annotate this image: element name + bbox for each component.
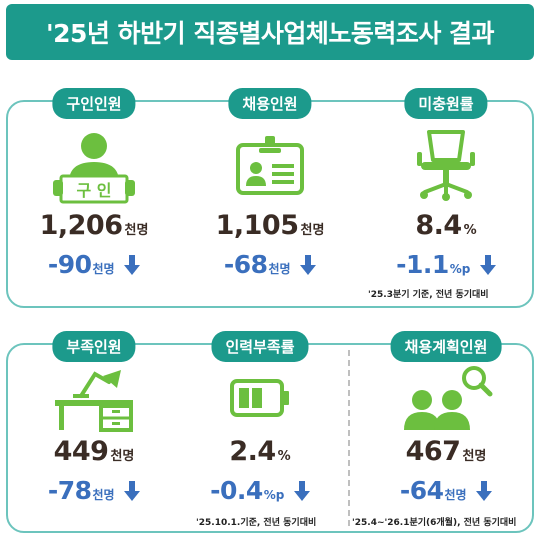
down-arrow-icon [293, 481, 310, 501]
metric-change: -0.4%p [172, 476, 348, 505]
metric-label: 채용인원 [228, 88, 312, 119]
metric-value: 2.4% [229, 436, 291, 467]
desk-lamp-icon [6, 366, 182, 432]
metric-label: 채용계획인원 [390, 331, 502, 362]
metric-value: 1,206 천명 [39, 210, 149, 241]
metric-change: -68천명 [182, 250, 358, 279]
down-arrow-icon [479, 255, 496, 275]
sign-text: 구 인 [76, 181, 111, 200]
footnote: '25.3분기 기준, 전년 동기대비 [368, 290, 489, 300]
footnote: '25.4~'26.1분기(6개월), 전년 동기대비 [352, 518, 517, 528]
metric-change: -1.1%p [358, 250, 534, 279]
metric-change: -90천명 [6, 250, 182, 279]
metric-label: 구인인원 [52, 88, 136, 119]
metric-label: 인력부족률 [211, 331, 309, 362]
id-badge-icon [182, 136, 358, 198]
metric-change: -78천명 [6, 476, 182, 505]
empty-chair-icon [358, 128, 534, 202]
job-seeker-icon: 구 인 [6, 130, 182, 205]
down-arrow-icon [300, 255, 317, 275]
dashed-divider [348, 350, 350, 526]
metric-value: 8.4% [415, 210, 477, 241]
metric-value: 449 천명 [53, 436, 135, 467]
people-search-icon [358, 364, 534, 432]
down-arrow-icon [476, 481, 493, 501]
down-arrow-icon [124, 255, 141, 275]
metric-label: 미충원률 [404, 88, 488, 119]
down-arrow-icon [124, 481, 141, 501]
metric-value: 467 천명 [405, 436, 487, 467]
metric-change: -64천명 [358, 476, 534, 505]
footnote: '25.10.1.기준, 전년 동기대비 [196, 518, 317, 528]
battery-low-icon [172, 378, 348, 418]
page-title: '25년 하반기 직종별사업체노동력조사 결과 [6, 4, 534, 60]
metric-value: 1,105 천명 [215, 210, 325, 241]
metric-label: 부족인원 [52, 331, 136, 362]
